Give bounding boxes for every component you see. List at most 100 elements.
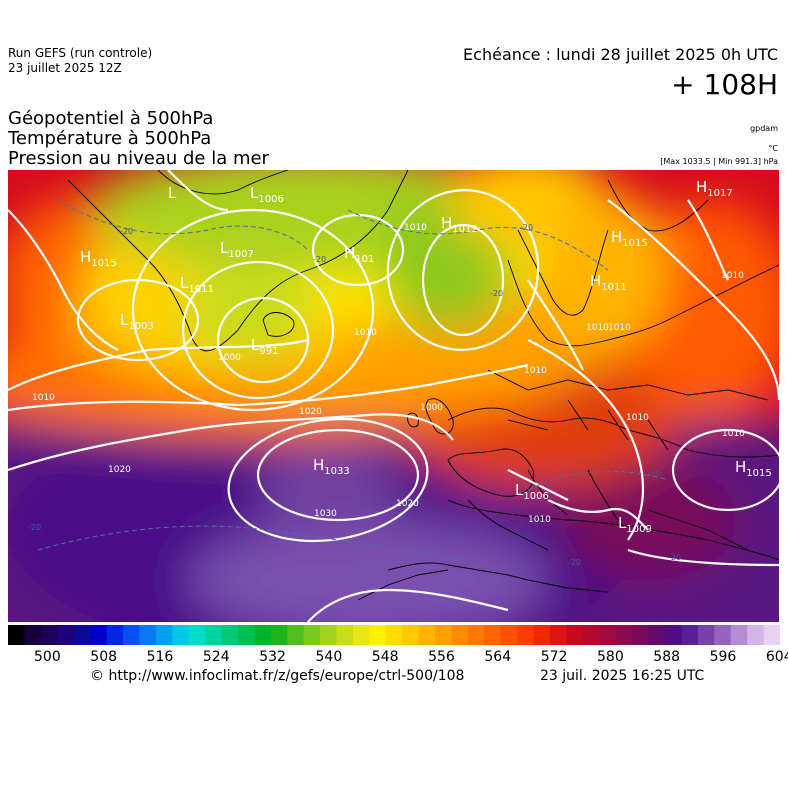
- colorbar: [8, 625, 780, 645]
- unit-temperature: °C: [768, 144, 778, 153]
- colorbar-swatch: [254, 625, 272, 645]
- colorbar-swatch: [90, 625, 108, 645]
- colorbar-swatch: [40, 625, 58, 645]
- colorbar-swatch: [287, 625, 305, 645]
- colorbar-swatch: [320, 625, 338, 645]
- colorbar-swatch: [517, 625, 535, 645]
- colorbar-swatch: [188, 625, 206, 645]
- valid-time: Echéance : lundi 28 juillet 2025 0h UTC: [463, 45, 778, 64]
- colorbar-swatch: [730, 625, 748, 645]
- colorbar-tick-label: 572: [540, 649, 568, 665]
- colorbar-swatch: [303, 625, 321, 645]
- parameter-geopotential: Géopotentiel à 500hPa: [8, 108, 214, 129]
- colorbar-swatch: [582, 625, 600, 645]
- colorbar-swatch: [533, 625, 551, 645]
- isobar-label: 1010: [722, 429, 745, 439]
- colorbar-swatch: [599, 625, 617, 645]
- isobar-label: 1020: [299, 407, 322, 417]
- isobar-label: 1010: [626, 413, 649, 423]
- isobar-label: 1030: [314, 509, 337, 519]
- isobar-label: 1010: [32, 393, 55, 403]
- colorbar-swatch: [484, 625, 502, 645]
- coastlines: [67, 170, 779, 601]
- colorbar-swatch: [57, 625, 75, 645]
- isobar-label: 1000: [218, 353, 241, 363]
- colorbar-tick-label: 580: [597, 649, 624, 665]
- colorbar-tick-label: 508: [90, 649, 118, 665]
- colorbar-swatch: [615, 625, 633, 645]
- colorbar-swatch: [550, 625, 567, 645]
- colorbar-tick-label: 516: [146, 649, 174, 665]
- isotherm-label: -20: [28, 523, 41, 532]
- colorbar-swatch: [435, 625, 452, 645]
- isobar-label: 1010: [524, 366, 547, 376]
- colorbar-swatch: [500, 625, 518, 645]
- temperature-isotherms: [37, 199, 669, 561]
- colorbar-swatch: [155, 625, 173, 645]
- colorbar-tick-label: 540: [315, 649, 343, 665]
- isotherm-label: -20: [120, 227, 133, 236]
- colorbar-swatch: [205, 625, 223, 645]
- isotherm-label: -20: [313, 255, 326, 264]
- colorbar-tick-label: 588: [653, 649, 681, 665]
- isotherm-label: -20: [520, 223, 533, 232]
- colorbar-swatch: [714, 625, 732, 645]
- colorbar-swatch: [648, 625, 666, 645]
- isobar-label: 1010: [528, 515, 551, 525]
- isobar-label: 1020: [396, 499, 419, 509]
- geopotential-field: [8, 170, 779, 622]
- colorbar-swatch: [270, 625, 288, 645]
- pressure-range: [Max 1033.5 | Min 991.3] hPa: [660, 157, 778, 166]
- isotherm-label: -20: [568, 558, 581, 567]
- weather-map: H1033L991L1003H1015H1012H1017H1015L1006H…: [8, 170, 779, 622]
- generated-time: 23 juil. 2025 16:25 UTC: [540, 668, 705, 684]
- isobar-label: 1010: [586, 323, 609, 333]
- colorbar-swatch: [237, 625, 255, 645]
- colorbar-tick-label: 532: [259, 649, 286, 665]
- colorbar-swatch: [402, 625, 420, 645]
- colorbar-swatch: [139, 625, 157, 645]
- colorbar-swatch: [763, 625, 780, 645]
- colorbar-swatch: [106, 625, 124, 645]
- colorbar-swatch: [24, 625, 42, 645]
- pressure-center-low: L: [168, 184, 177, 202]
- colorbar-swatch: [451, 625, 469, 645]
- colorbar-swatch: [697, 625, 715, 645]
- credit-link[interactable]: © http://www.infoclimat.fr/z/gefs/europe…: [90, 668, 465, 684]
- isobar-label: 1020: [108, 465, 131, 475]
- colorbar-tick-label: 604: [765, 649, 788, 665]
- colorbar-swatch: [747, 625, 765, 645]
- colorbar-tick-label: 500: [34, 649, 61, 665]
- colorbar-tick-label: 564: [484, 649, 512, 665]
- lead-time: + 108H: [671, 68, 778, 101]
- colorbar-swatch: [8, 625, 25, 645]
- run-title: Run GEFS (run controle): [8, 46, 153, 60]
- colorbar-tick-label: 556: [428, 649, 455, 665]
- isobar-label: 1010: [354, 328, 377, 338]
- colorbar-swatch: [385, 625, 403, 645]
- isotherm-label: -20: [668, 553, 681, 562]
- run-date: 23 juillet 2025 12Z: [8, 61, 122, 75]
- colorbar-swatch: [566, 625, 584, 645]
- isotherm-label: -20: [648, 469, 661, 478]
- colorbar-swatch: [665, 625, 682, 645]
- isobar-label: 1000: [420, 403, 443, 413]
- colorbar-swatch: [369, 625, 387, 645]
- colorbar-swatch: [418, 625, 436, 645]
- isobar-label: 1010: [721, 271, 744, 281]
- isobar-label: 1010: [608, 323, 631, 333]
- unit-geopotential: gpdam: [750, 124, 778, 133]
- parameter-temperature: Température à 500hPa: [8, 128, 212, 149]
- colorbar-swatch: [632, 625, 650, 645]
- colorbar-swatch: [681, 625, 699, 645]
- colorbar-swatch: [122, 625, 140, 645]
- isobar-label: 1010: [404, 223, 427, 233]
- colorbar-swatch: [172, 625, 190, 645]
- colorbar-tick-label: 524: [202, 649, 230, 665]
- isotherm-label: -20: [490, 289, 503, 298]
- colorbar-swatch: [336, 625, 354, 645]
- colorbar-tick-label: 548: [371, 649, 399, 665]
- colorbar-swatch: [352, 625, 370, 645]
- colorbar-tick-label: 596: [709, 649, 737, 665]
- parameter-pressure: Pression au niveau de la mer: [8, 148, 269, 169]
